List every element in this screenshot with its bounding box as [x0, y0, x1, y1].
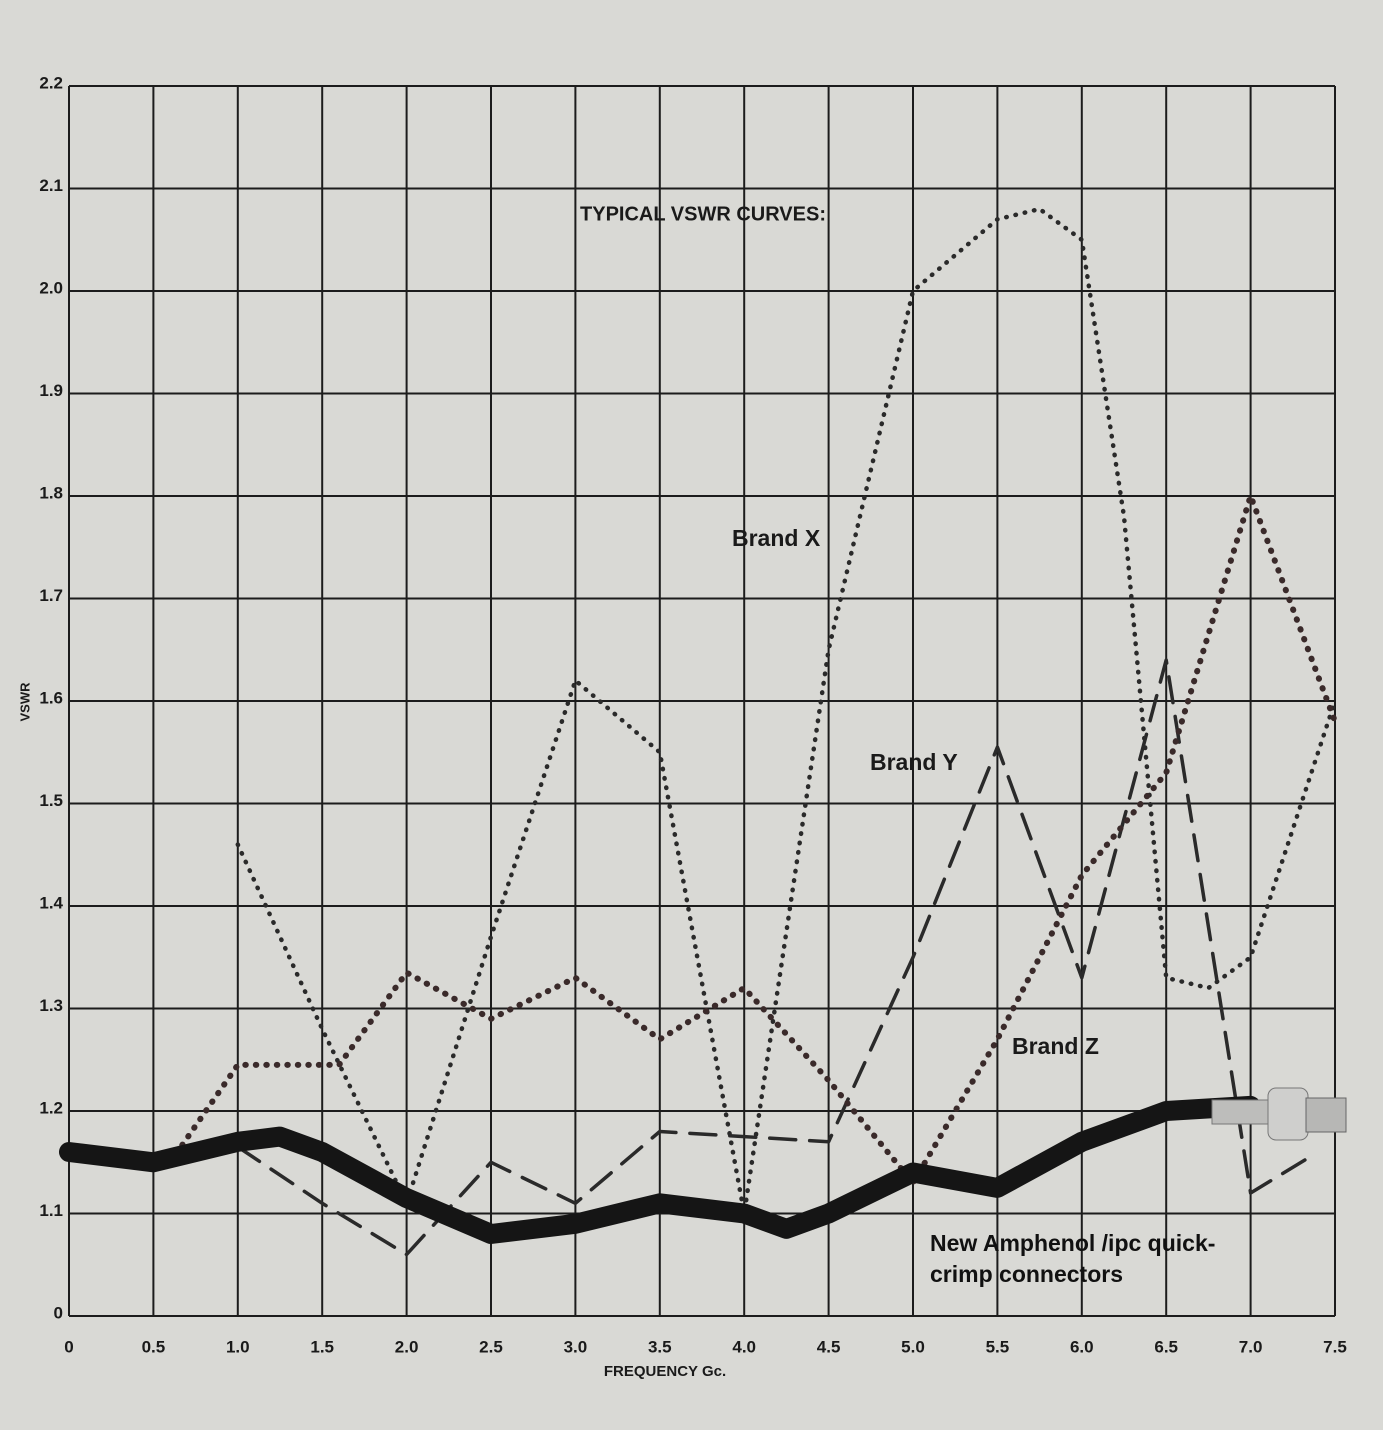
- y-tick-label: 1.5: [39, 791, 63, 810]
- connector-illustration: [1306, 1098, 1346, 1132]
- x-tick-label: 4.5: [817, 1337, 841, 1356]
- x-tick-label: 0: [64, 1337, 73, 1356]
- x-tick-label: 7.5: [1323, 1337, 1347, 1356]
- y-tick-label: 1.9: [39, 381, 63, 400]
- y-tick-label: 1.2: [39, 1098, 63, 1117]
- connector-illustration: [1212, 1100, 1272, 1124]
- y-tick-label: 1.8: [39, 483, 63, 502]
- x-axis-label: FREQUENCY Gc.: [604, 1363, 726, 1380]
- connector-illustration: [1268, 1088, 1308, 1140]
- x-tick-label: 2.0: [395, 1337, 419, 1356]
- y-tick-label: 1.1: [39, 1201, 63, 1220]
- y-tick-label: 1.4: [39, 893, 63, 912]
- page: TYPICAL VSWR CURVES: FREQUENCY Gc. VSWR …: [0, 0, 1383, 1430]
- x-tick-label: 3.5: [648, 1337, 672, 1356]
- x-tick-label: 6.0: [1070, 1337, 1094, 1356]
- x-tick-label: 1.5: [310, 1337, 334, 1356]
- x-tick-label: 4.0: [732, 1337, 756, 1356]
- x-tick-label: 3.0: [564, 1337, 588, 1356]
- y-tick-label: 1.3: [39, 996, 63, 1015]
- y-tick-label: 2.0: [39, 278, 63, 297]
- chart-title: TYPICAL VSWR CURVES:: [580, 203, 826, 225]
- amphenol-label: New Amphenol /ipc quick-crimp connectors: [930, 1228, 1260, 1290]
- x-tick-label: 7.0: [1239, 1337, 1263, 1356]
- series-label: Brand X: [732, 525, 821, 551]
- y-axis-label: VSWR: [17, 682, 32, 722]
- y-tick-label: 2.2: [39, 73, 63, 92]
- chart: TYPICAL VSWR CURVES: FREQUENCY Gc. VSWR …: [0, 0, 1383, 1430]
- x-tick-label: 2.5: [479, 1337, 503, 1356]
- x-tick-label: 6.5: [1154, 1337, 1178, 1356]
- y-tick-label: 0: [54, 1303, 63, 1322]
- x-tick-label: 5.5: [986, 1337, 1010, 1356]
- x-tick-label: 1.0: [226, 1337, 250, 1356]
- x-tick-label: 0.5: [142, 1337, 166, 1356]
- series-label: Brand Y: [870, 749, 958, 775]
- series-label: Brand Z: [1012, 1033, 1099, 1059]
- y-tick-label: 2.1: [39, 176, 63, 195]
- x-tick-label: 5.0: [901, 1337, 925, 1356]
- y-tick-label: 1.6: [39, 688, 63, 707]
- y-tick-label: 1.7: [39, 586, 63, 605]
